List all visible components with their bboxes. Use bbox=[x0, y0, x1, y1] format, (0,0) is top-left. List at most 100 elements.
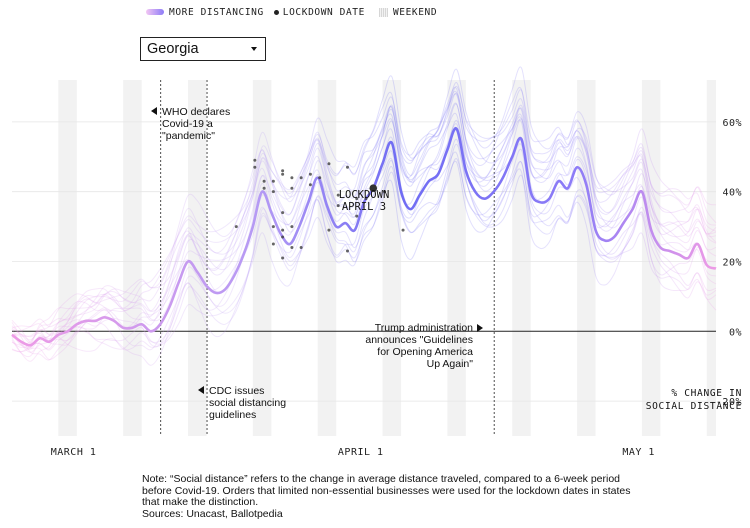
background-state-line bbox=[11, 86, 717, 358]
lockdown-dot bbox=[401, 228, 405, 232]
lockdown-dot bbox=[308, 183, 312, 187]
who-annotation-line-2: Covid-19 a bbox=[162, 118, 213, 130]
weekend-band bbox=[706, 80, 716, 436]
lockdown-dot bbox=[299, 246, 303, 250]
lockdown-dot bbox=[234, 225, 238, 229]
background-state-line bbox=[11, 126, 717, 362]
background-state-line bbox=[11, 87, 717, 349]
who-annotation: WHO declares Covid-19 a "pandemic" bbox=[151, 106, 230, 142]
lockdown-dot bbox=[253, 165, 257, 169]
cdc-annotation-line-3: guidelines bbox=[209, 409, 256, 421]
background-state-line bbox=[11, 160, 717, 366]
chart-legend: MORE DISTANCING LOCKDOWN DATE WEEKEND bbox=[146, 5, 437, 19]
lockdown-dot bbox=[271, 225, 275, 229]
lockdown-label-line-1: LOCKDOWN bbox=[339, 189, 390, 201]
chart-svg: 60% 40% 20% 0% -20% MARCH 1 APRIL 1 MAY 1 WHO … bbox=[11, 66, 742, 458]
series-line-georgia bbox=[11, 127, 717, 347]
y-tick-label: 0% bbox=[729, 327, 742, 338]
lockdown-dot-georgia bbox=[369, 184, 378, 192]
lockdown-dot bbox=[383, 190, 387, 194]
lockdown-dot bbox=[281, 172, 285, 176]
lockdown-dot bbox=[290, 225, 294, 229]
lockdown-dots bbox=[234, 158, 405, 260]
trump-annotation: Trump administration announces "Guidelin… bbox=[365, 322, 483, 370]
trump-annotation-line-2: announces "Guidelines bbox=[365, 334, 473, 346]
cdc-arrow-icon bbox=[198, 386, 204, 394]
weekend-swatch-icon bbox=[378, 7, 388, 17]
trump-annotation-line-1: Trump administration bbox=[375, 322, 473, 334]
lockdown-dot bbox=[281, 235, 285, 239]
state-select-value: Georgia bbox=[147, 41, 199, 57]
background-state-line bbox=[11, 82, 717, 350]
lockdown-dot bbox=[345, 249, 349, 253]
background-state-line bbox=[11, 138, 717, 361]
footnote: Note: “Social distance” refers to the ch… bbox=[142, 473, 642, 520]
lockdown-dot bbox=[281, 169, 285, 173]
trump-annotation-line-4: Up Again" bbox=[427, 358, 474, 370]
background-state-line bbox=[11, 118, 717, 341]
lockdown-dot bbox=[262, 179, 266, 183]
axis-caption-line-2: SOCIAL DISTANCE bbox=[646, 401, 742, 412]
lockdown-dot bbox=[281, 228, 285, 232]
background-state-line bbox=[11, 103, 717, 353]
legend-lockdown-date: LOCKDOWN DATE bbox=[282, 6, 365, 18]
lockdown-dot bbox=[281, 256, 285, 260]
x-tick-label: MARCH 1 bbox=[51, 447, 97, 458]
y-tick-labels: 60% 40% 20% 0% -20% bbox=[716, 118, 742, 408]
cdc-annotation-line-1: CDC issues bbox=[209, 385, 264, 397]
background-state-line bbox=[11, 158, 717, 361]
lockdown-dot bbox=[290, 176, 294, 180]
lockdown-dot bbox=[355, 197, 359, 201]
lockdown-dot bbox=[364, 197, 368, 201]
lockdown-dot bbox=[253, 158, 257, 162]
x-tick-label: APRIL 1 bbox=[338, 447, 384, 458]
event-lines bbox=[160, 80, 495, 436]
lockdown-dot bbox=[290, 246, 294, 250]
axis-caption-line-1: % CHANGE IN bbox=[671, 388, 742, 399]
who-arrow-icon bbox=[151, 107, 157, 115]
axis-caption: % CHANGE IN SOCIAL DISTANCE bbox=[646, 388, 742, 412]
who-annotation-line-3: "pandemic" bbox=[162, 130, 215, 142]
y-tick-label: 20% bbox=[722, 257, 742, 268]
lockdown-dot bbox=[327, 228, 331, 232]
lockdown-dot bbox=[271, 242, 275, 246]
lockdown-dot bbox=[290, 186, 294, 190]
weekend-band bbox=[447, 80, 466, 436]
y-tick-label: 60% bbox=[722, 118, 742, 129]
series-layer bbox=[11, 127, 717, 347]
state-select[interactable]: Georgia bbox=[140, 37, 266, 61]
lockdown-dot bbox=[271, 179, 275, 183]
other-states-lines bbox=[11, 66, 717, 366]
lockdown-dot bbox=[318, 176, 322, 180]
weekend-band bbox=[123, 80, 142, 436]
lockdown-label-line-2: APRIL 3 bbox=[342, 201, 386, 213]
lockdown-dot bbox=[308, 172, 312, 176]
lockdown-dot bbox=[355, 214, 359, 218]
y-tick-label: -20% bbox=[716, 397, 742, 408]
background-state-line bbox=[11, 143, 717, 351]
gradient-swatch-icon bbox=[146, 9, 164, 15]
weekend-band bbox=[58, 80, 77, 436]
cdc-annotation: CDC issues social distancing guidelines bbox=[198, 385, 286, 421]
lockdown-dot-icon bbox=[273, 9, 279, 15]
weekend-band bbox=[252, 80, 272, 436]
legend-more-distancing: MORE DISTANCING bbox=[169, 6, 264, 18]
cdc-annotation-line-2: social distancing bbox=[209, 397, 286, 409]
lockdown-dot bbox=[336, 193, 340, 197]
gridlines bbox=[12, 121, 716, 402]
x-tick-label: MAY 1 bbox=[622, 447, 655, 458]
trump-arrow-icon bbox=[477, 324, 483, 332]
lockdown-dot bbox=[345, 165, 349, 169]
lockdown-dot bbox=[299, 176, 303, 180]
lockdown-dot bbox=[262, 186, 266, 190]
footnote-sources: Sources: Unacast, Ballotpedia bbox=[142, 507, 283, 520]
y-tick-label: 40% bbox=[722, 188, 742, 199]
weekend-band bbox=[317, 80, 337, 436]
who-annotation-line-1: WHO declares bbox=[162, 106, 230, 118]
weekend-band bbox=[188, 80, 207, 436]
legend-weekend: WEEKEND bbox=[392, 6, 438, 18]
background-state-line bbox=[11, 112, 717, 353]
background-state-line bbox=[11, 85, 717, 336]
footnote-text: Note: “Social distance” refers to the ch… bbox=[142, 473, 631, 508]
background-state-line bbox=[11, 93, 717, 346]
